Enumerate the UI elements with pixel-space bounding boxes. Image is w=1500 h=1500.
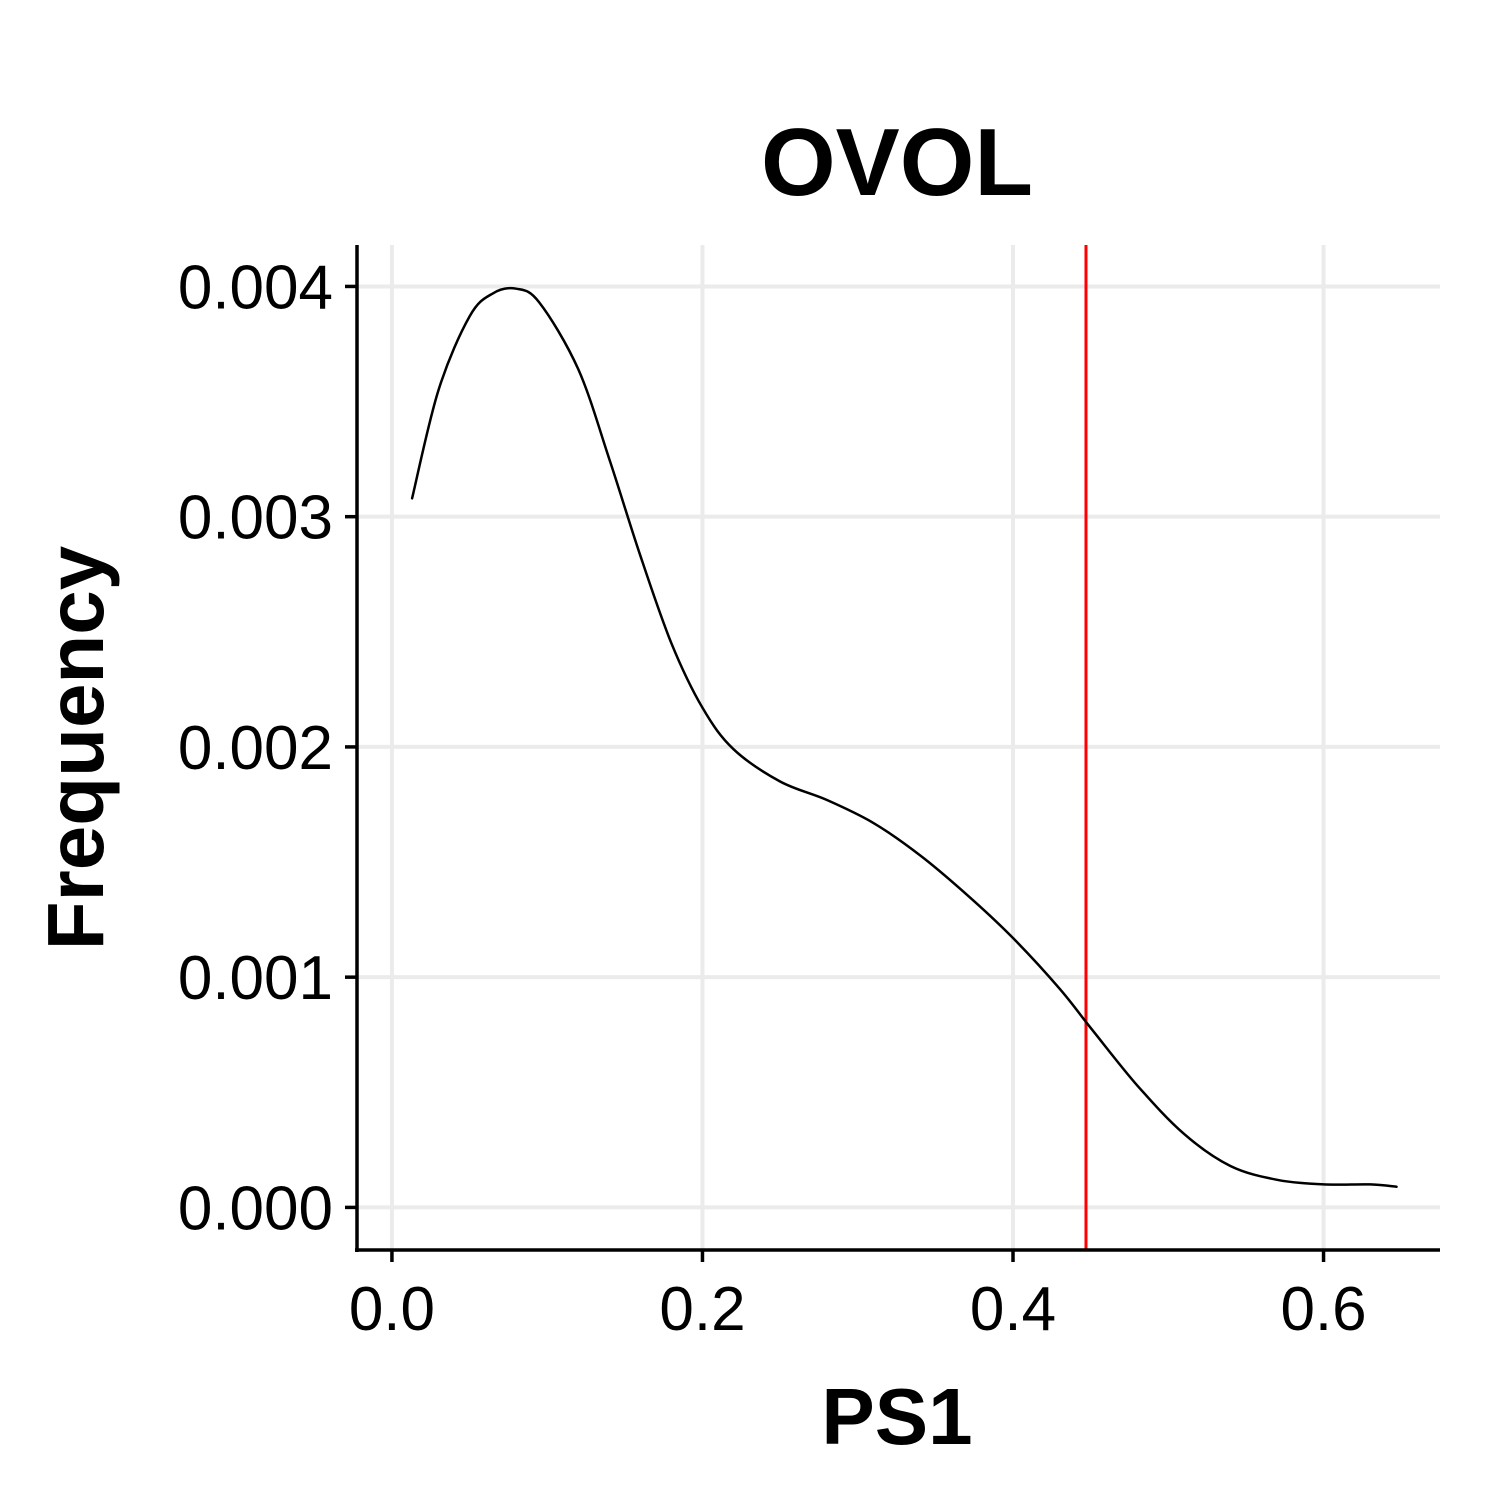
y-tick-label: 0.003 bbox=[178, 484, 333, 553]
x-axis-title: PS1 bbox=[821, 1372, 972, 1461]
series-layer bbox=[410, 286, 1398, 1188]
y-tick-label: 0.000 bbox=[178, 1174, 333, 1243]
chart-title: OVOL bbox=[761, 109, 1033, 216]
y-tick-label: 0.002 bbox=[178, 714, 333, 783]
y-tick-label: 0.001 bbox=[178, 944, 333, 1013]
y-axis-ticks: 0.000 0.001 0.002 0.003 0.004 bbox=[178, 253, 357, 1243]
x-tick-label: 0.4 bbox=[970, 1275, 1056, 1344]
density-curve-0 bbox=[410, 286, 1398, 1188]
y-axis-title: Frequency bbox=[31, 545, 120, 950]
x-tick-label: 0.6 bbox=[1280, 1275, 1366, 1344]
x-axis-ticks: 0.0 0.2 0.4 0.6 bbox=[349, 1250, 1367, 1344]
gridlines bbox=[357, 245, 1440, 1250]
x-tick-label: 0.2 bbox=[659, 1275, 745, 1344]
x-tick-label: 0.0 bbox=[349, 1275, 435, 1344]
y-tick-label: 0.004 bbox=[178, 253, 333, 322]
